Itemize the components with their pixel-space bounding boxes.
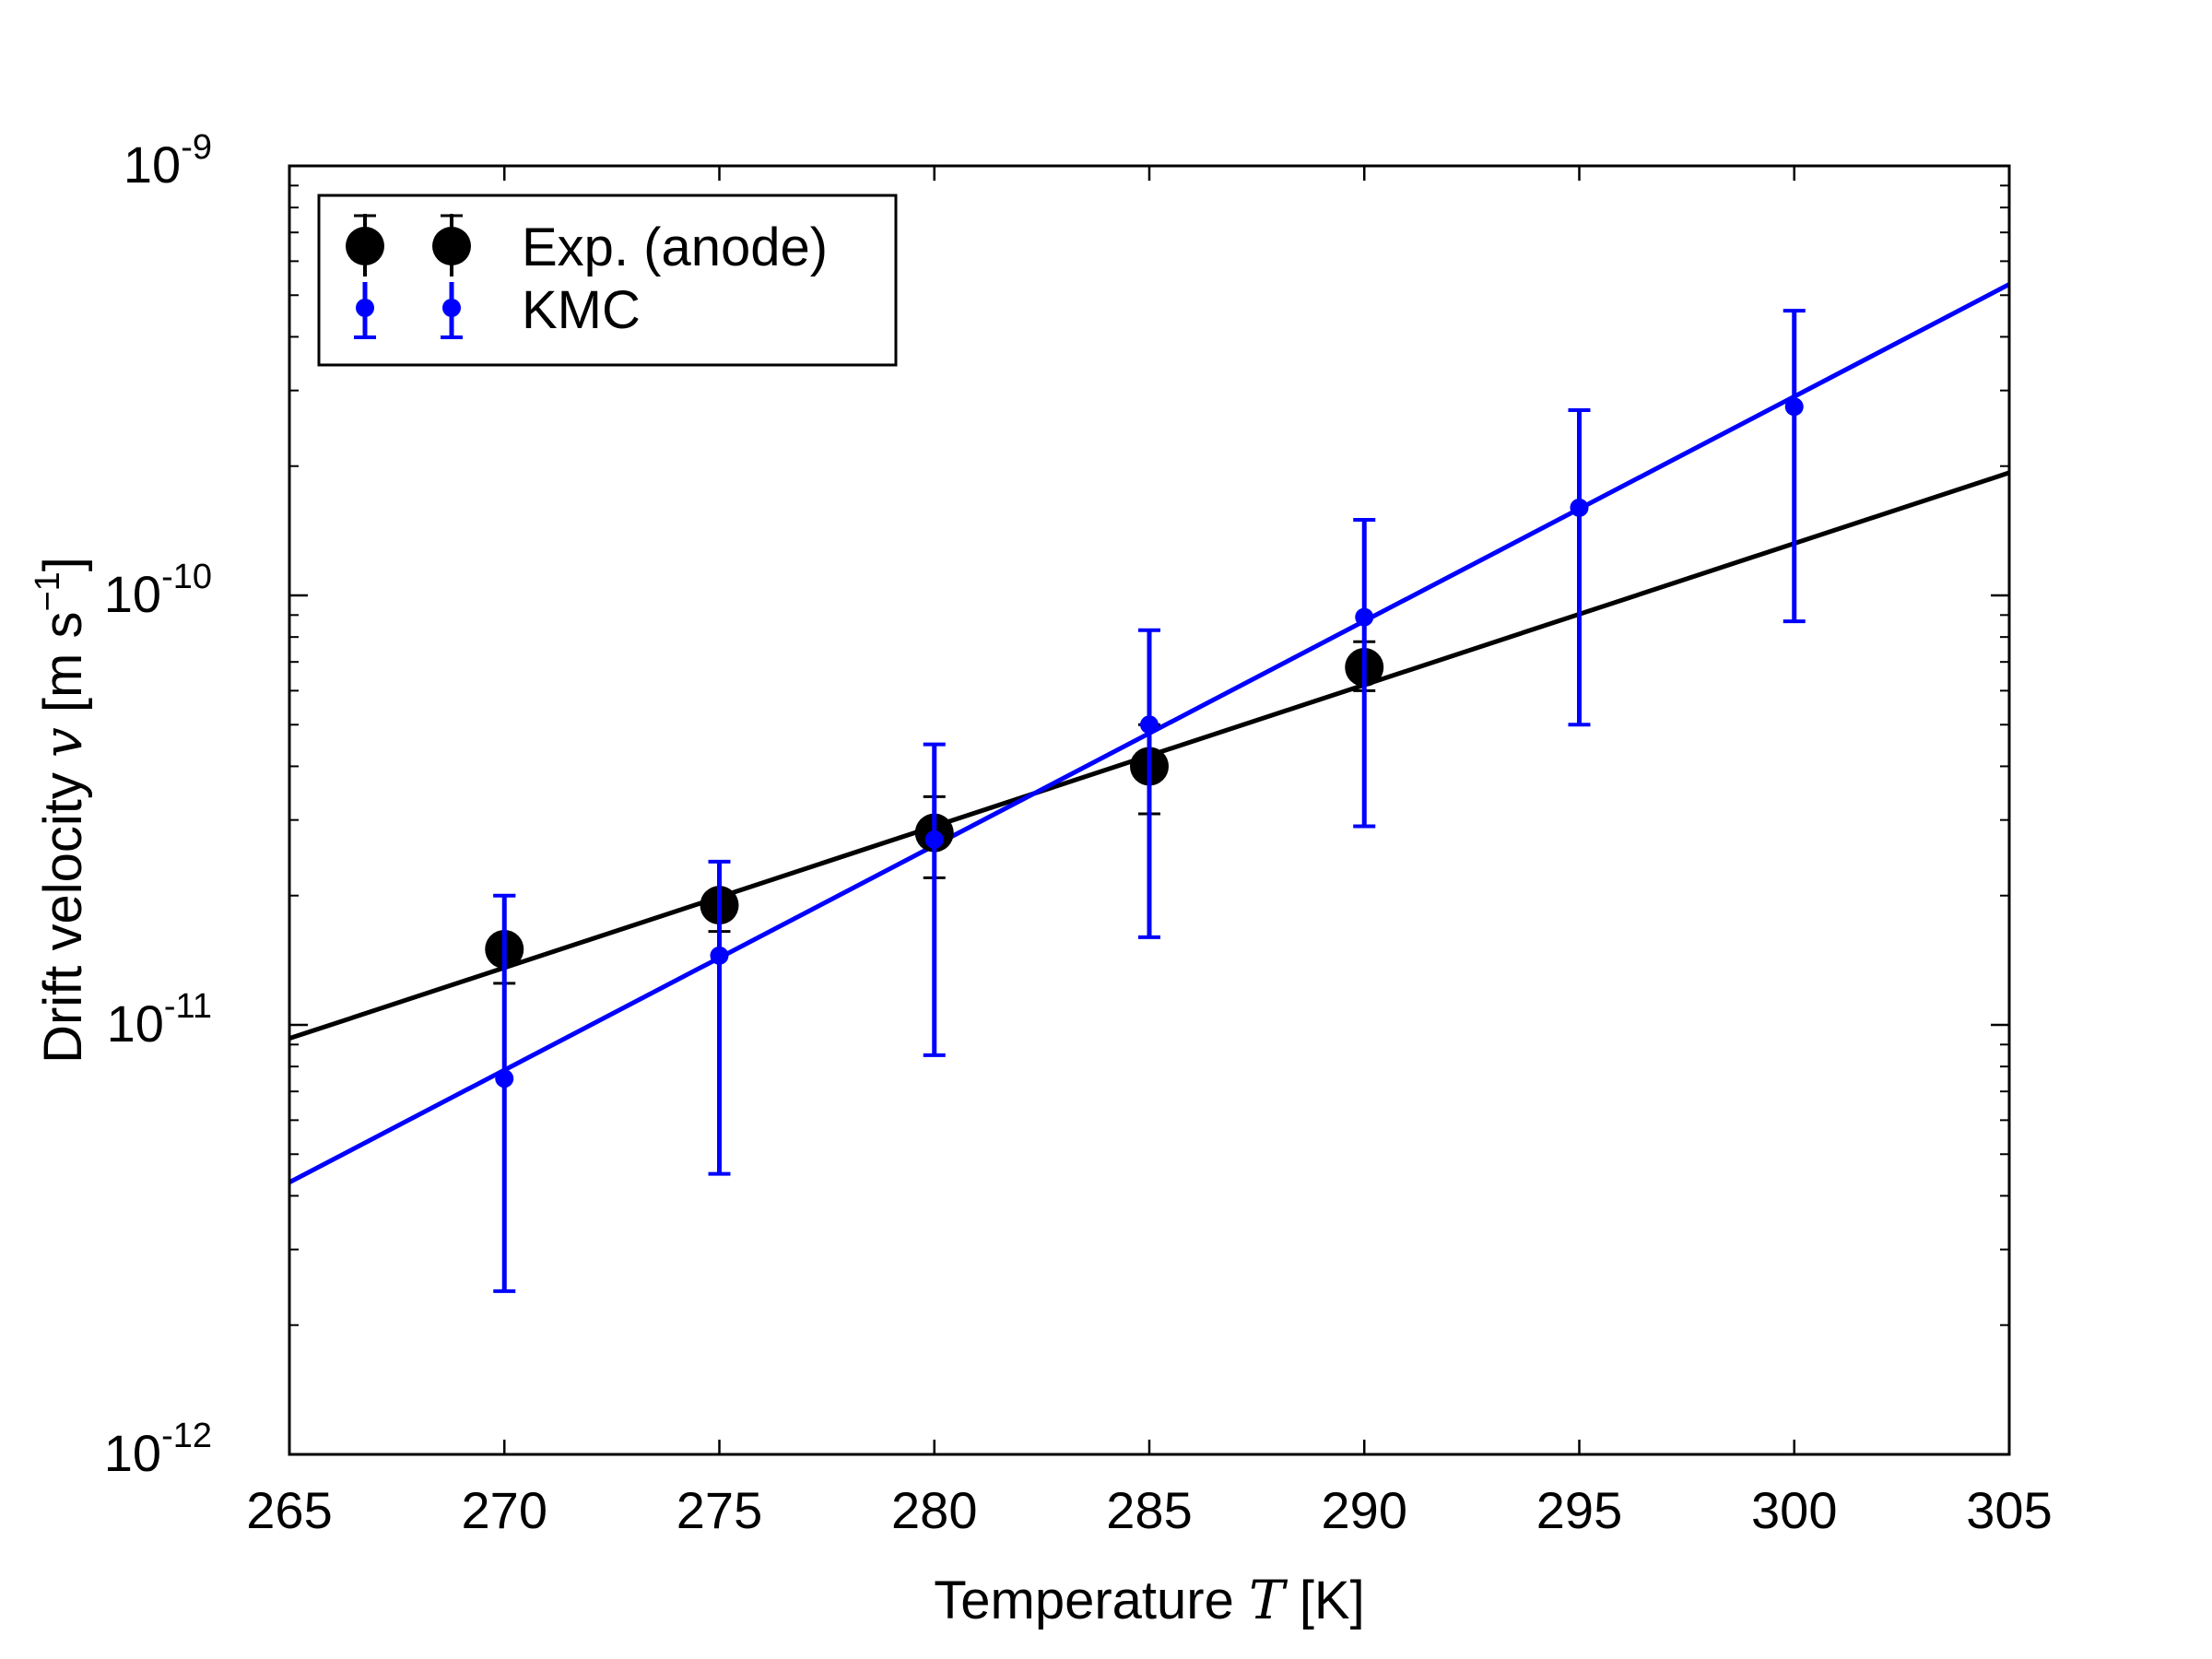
kmc-data-point (1570, 498, 1589, 517)
x-tick-label: 270 (462, 1481, 547, 1539)
legend-exp-marker (346, 227, 384, 265)
axis-ticks (288, 164, 2011, 1456)
kmc-data-point (1140, 715, 1159, 735)
kmc-data-point (495, 1069, 514, 1088)
x-tick-label: 280 (891, 1481, 977, 1539)
legend-label-kmc: KMC (522, 280, 641, 340)
legend-kmc-marker (442, 299, 461, 317)
legend-box (317, 194, 898, 367)
x-tick-label: 285 (1106, 1481, 1192, 1539)
kmc-data-point (710, 946, 729, 965)
legend-entries (346, 214, 471, 339)
plot-content (289, 282, 2009, 1293)
y-tick-label: 10-12 (104, 1417, 212, 1482)
x-tick-label: 305 (1966, 1481, 2052, 1539)
kmc-data-point (924, 830, 944, 849)
legend: Exp. (anode) KMC (317, 194, 898, 367)
x-tick-label: 265 (246, 1481, 332, 1539)
x-axis-label: Temperature T [K] (934, 1569, 1364, 1631)
x-tick-label: 295 (1536, 1481, 1622, 1539)
y-axis-label: Drift velocity v [m s−1] (29, 557, 94, 1064)
axis-tick-labels: 265 270 275 280 285 290 295 300 305 10-12 10-11 10-… (104, 128, 2053, 1539)
legend-exp-marker (432, 227, 471, 265)
legend-label-exp: Exp. (anode) (522, 218, 828, 277)
kmc-data-point (1355, 607, 1374, 627)
y-tick-label: 10-11 (107, 987, 212, 1053)
plot-frame (288, 164, 2011, 1456)
kmc-data-point (1784, 397, 1804, 417)
y-tick-label: 10-9 (124, 128, 212, 194)
legend-kmc-marker (356, 299, 374, 317)
x-tick-label: 275 (677, 1481, 762, 1539)
x-tick-label: 300 (1751, 1481, 1837, 1539)
y-tick-label: 10-10 (104, 558, 212, 623)
x-tick-label: 290 (1322, 1481, 1407, 1539)
